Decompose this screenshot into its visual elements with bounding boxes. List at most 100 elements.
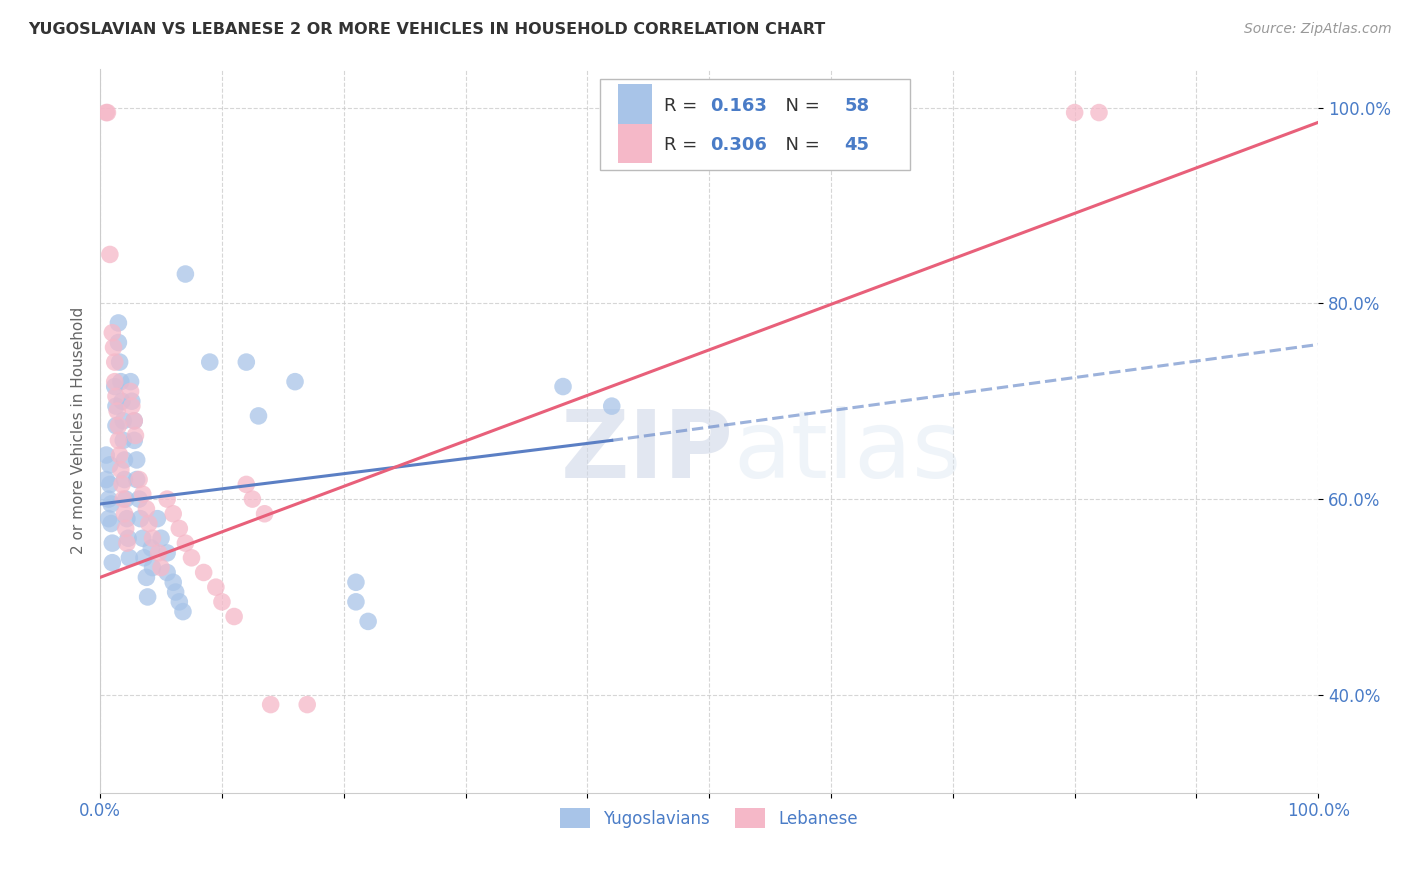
Point xyxy=(211,595,233,609)
Point xyxy=(122,414,145,428)
Point xyxy=(96,448,118,462)
Point xyxy=(172,605,194,619)
Text: N =: N = xyxy=(773,136,825,154)
Point xyxy=(128,492,150,507)
Point xyxy=(120,375,142,389)
Point xyxy=(100,516,122,531)
Point xyxy=(120,384,142,399)
Point xyxy=(193,566,215,580)
Point xyxy=(156,546,179,560)
Point xyxy=(98,247,121,261)
Point xyxy=(169,521,191,535)
FancyBboxPatch shape xyxy=(617,124,652,163)
Point xyxy=(156,566,179,580)
Point xyxy=(111,477,134,491)
Point xyxy=(205,580,228,594)
Point xyxy=(101,326,124,340)
Point xyxy=(129,511,152,525)
Point xyxy=(1063,105,1085,120)
Point xyxy=(150,531,173,545)
Point xyxy=(98,477,121,491)
Point xyxy=(114,521,136,535)
Point xyxy=(242,492,264,507)
Text: YUGOSLAVIAN VS LEBANESE 2 OR MORE VEHICLES IN HOUSEHOLD CORRELATION CHART: YUGOSLAVIAN VS LEBANESE 2 OR MORE VEHICL… xyxy=(28,22,825,37)
Point xyxy=(253,507,276,521)
Point xyxy=(112,434,135,448)
Point xyxy=(135,501,157,516)
Point xyxy=(103,340,125,354)
Point xyxy=(136,590,159,604)
Point xyxy=(132,531,155,545)
Text: 58: 58 xyxy=(845,97,869,115)
Point xyxy=(97,492,120,507)
Point xyxy=(114,453,136,467)
Point xyxy=(108,355,131,369)
Point xyxy=(146,511,169,525)
Point xyxy=(111,394,134,409)
Text: R =: R = xyxy=(664,97,703,115)
Point xyxy=(104,418,127,433)
Point xyxy=(110,375,132,389)
Point xyxy=(107,335,129,350)
Point xyxy=(156,492,179,507)
Point xyxy=(115,536,138,550)
Point xyxy=(97,511,120,525)
Point xyxy=(125,473,148,487)
Text: R =: R = xyxy=(664,136,703,154)
Point xyxy=(104,355,127,369)
Point xyxy=(100,497,122,511)
Point xyxy=(104,375,127,389)
Point xyxy=(141,541,163,555)
Point xyxy=(132,487,155,501)
Legend: Yugoslavians, Lebanese: Yugoslavians, Lebanese xyxy=(554,801,865,835)
Point xyxy=(107,418,129,433)
Point xyxy=(132,550,155,565)
Point xyxy=(162,575,184,590)
Point xyxy=(344,595,367,609)
Point xyxy=(169,595,191,609)
Point xyxy=(112,414,135,428)
Point xyxy=(101,536,124,550)
Point xyxy=(224,609,246,624)
Y-axis label: 2 or more Vehicles in Household: 2 or more Vehicles in Household xyxy=(72,307,86,554)
FancyBboxPatch shape xyxy=(617,85,652,124)
Point xyxy=(98,458,121,472)
Point xyxy=(107,434,129,448)
Point xyxy=(124,428,146,442)
Point xyxy=(118,550,141,565)
Point xyxy=(107,316,129,330)
Point xyxy=(141,531,163,545)
Point xyxy=(114,473,136,487)
Point xyxy=(135,570,157,584)
Point xyxy=(96,105,118,120)
Point xyxy=(180,550,202,565)
Point xyxy=(235,477,257,491)
Point xyxy=(96,105,118,120)
Point xyxy=(141,560,163,574)
Point xyxy=(114,492,136,507)
Text: 0.306: 0.306 xyxy=(710,136,768,154)
Point xyxy=(284,375,307,389)
Point xyxy=(162,507,184,521)
Point xyxy=(114,507,136,521)
Text: atlas: atlas xyxy=(734,407,962,499)
Point xyxy=(105,404,128,418)
Point xyxy=(138,516,160,531)
Point xyxy=(260,698,283,712)
Point xyxy=(96,473,118,487)
Point xyxy=(104,399,127,413)
Point xyxy=(122,434,145,448)
Point xyxy=(121,394,143,409)
Point xyxy=(174,267,197,281)
Text: Source: ZipAtlas.com: Source: ZipAtlas.com xyxy=(1244,22,1392,37)
Point xyxy=(357,615,380,629)
Point xyxy=(174,536,197,550)
Point xyxy=(551,379,574,393)
FancyBboxPatch shape xyxy=(599,79,910,169)
Text: 45: 45 xyxy=(845,136,869,154)
Point xyxy=(121,399,143,413)
Point xyxy=(1088,105,1111,120)
Point xyxy=(117,531,139,545)
Point xyxy=(344,575,367,590)
Point xyxy=(110,463,132,477)
